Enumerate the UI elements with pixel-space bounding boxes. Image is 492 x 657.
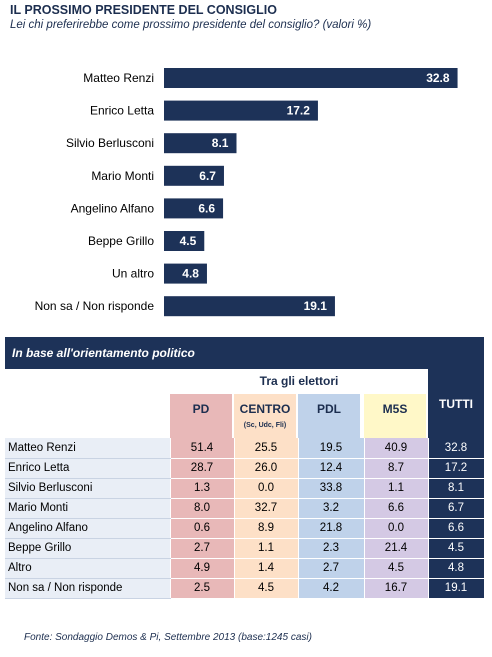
category-label: Beppe Grillo — [88, 234, 154, 248]
cell-m5s: 16.7 — [364, 578, 429, 599]
cell-m5s: 1.1 — [364, 478, 429, 499]
table-row: Enrico Letta 28.7 26.0 12.4 8.7 17.2 — [5, 458, 485, 479]
category-label: Angelino Alfano — [71, 201, 155, 215]
cell-pdl: 19.5 — [298, 438, 365, 459]
data-label: 4.5 — [180, 234, 197, 248]
cell-total: 19.1 — [428, 578, 485, 599]
category-label: Un altro — [112, 267, 154, 281]
table-row: Beppe Grillo 2.7 1.1 2.3 21.4 4.5 — [5, 538, 485, 559]
table-row: Altro 4.9 1.4 2.7 4.5 4.8 — [5, 558, 485, 579]
bar-chart: Matteo Renzi 32.8 Enrico Letta 17.2 Silvio B… — [35, 68, 458, 317]
data-label: 6.6 — [198, 201, 215, 215]
row-label: Mario Monti — [5, 498, 171, 519]
cell-pdl: 12.4 — [298, 458, 365, 479]
row-label: Altro — [5, 558, 171, 579]
cell-m5s: 21.4 — [364, 538, 429, 559]
bar — [164, 68, 458, 88]
orientation-table: Matteo Renzi 51.4 25.5 19.5 40.9 32.8 Enrico L… — [5, 438, 485, 599]
cell-centro: 32.7 — [234, 498, 299, 519]
column-header-m5s: M5S — [364, 394, 426, 438]
bar — [164, 296, 335, 317]
cell-pdl: 21.8 — [298, 518, 365, 539]
group-label: Tra gli elettori — [259, 374, 339, 388]
data-label: 6.7 — [199, 169, 216, 183]
cell-pd: 28.7 — [170, 458, 235, 479]
cell-m5s: 6.6 — [364, 498, 429, 519]
cell-pd: 8.0 — [170, 498, 235, 519]
table-row: Angelino Alfano 0.6 8.9 21.8 0.0 6.6 — [5, 518, 485, 539]
cell-pdl: 3.2 — [298, 498, 365, 519]
cell-centro: 1.1 — [234, 538, 299, 559]
cell-total: 4.8 — [428, 558, 485, 579]
cell-m5s: 0.0 — [364, 518, 429, 539]
column-header-pdl-label: PDL — [317, 402, 341, 416]
bar — [164, 263, 207, 284]
cell-pd: 2.5 — [170, 578, 235, 599]
cell-total: 4.5 — [428, 538, 485, 559]
cell-total: 6.7 — [428, 498, 485, 519]
row-label: Non sa / Non risponde — [5, 578, 171, 599]
category-label: Mario Monti — [91, 169, 154, 183]
row-label: Matteo Renzi — [5, 438, 171, 459]
data-label: 17.2 — [287, 104, 311, 118]
table-row: Non sa / Non risponde 2.5 4.5 4.2 16.7 19.1 — [5, 578, 485, 599]
table-row: Matteo Renzi 51.4 25.5 19.5 40.9 32.8 — [5, 438, 485, 459]
data-label: 8.1 — [212, 136, 229, 150]
cell-pd: 1.3 — [170, 478, 235, 499]
cell-centro: 0.0 — [234, 478, 299, 499]
column-header-centro: CENTRO (Sc, Udc, Fli) — [234, 394, 296, 438]
cell-centro: 4.5 — [234, 578, 299, 599]
cell-pdl: 4.2 — [298, 578, 365, 599]
row-label: Enrico Letta — [5, 458, 171, 479]
cell-pdl: 2.3 — [298, 538, 365, 559]
column-header-pd-label: PD — [192, 402, 210, 416]
data-label: 32.8 — [426, 71, 450, 85]
cell-centro: 25.5 — [234, 438, 299, 459]
cell-centro: 1.4 — [234, 558, 299, 579]
cell-pdl: 2.7 — [298, 558, 365, 579]
category-label: Non sa / Non risponde — [35, 299, 155, 313]
bar — [164, 198, 224, 219]
column-header-centro-sublabel: (Sc, Udc, Fli) — [243, 422, 287, 429]
table-row: Mario Monti 8.0 32.7 3.2 6.6 6.7 — [5, 498, 485, 519]
cell-centro: 8.9 — [234, 518, 299, 539]
cell-m5s: 40.9 — [364, 438, 429, 459]
bar — [164, 133, 237, 154]
bar — [164, 231, 205, 251]
bar — [164, 100, 318, 121]
chart-subtitle: Lei chi preferirebbe come prossimo presi… — [10, 19, 372, 31]
column-header-tutti: TUTTI — [428, 369, 484, 438]
row-label: Beppe Grillo — [5, 538, 171, 559]
cell-m5s: 8.7 — [364, 458, 429, 479]
row-label: Angelino Alfano — [5, 518, 171, 539]
bar — [164, 165, 224, 186]
category-label: Matteo Renzi — [83, 71, 154, 85]
data-label: 4.8 — [182, 267, 199, 281]
column-header-m5s-label: M5S — [382, 402, 408, 416]
cell-centro: 26.0 — [234, 458, 299, 479]
source-footer: Fonte: Sondaggio Demos & Pi, Settembre 2… — [24, 632, 312, 643]
cell-total: 17.2 — [428, 458, 485, 479]
data-label: 19.1 — [304, 299, 328, 313]
column-header-pd: PD — [170, 394, 232, 438]
cell-m5s: 4.5 — [364, 558, 429, 579]
cell-total: 32.8 — [428, 438, 485, 459]
row-label: Silvio Berlusconi — [5, 478, 171, 499]
cell-pd: 4.9 — [170, 558, 235, 579]
cell-pd: 2.7 — [170, 538, 235, 559]
column-header-centro-label: CENTRO — [239, 402, 291, 416]
category-label: Silvio Berlusconi — [66, 136, 154, 150]
table-row: Silvio Berlusconi 1.3 0.0 33.8 1.1 8.1 — [5, 478, 485, 499]
table-section-header: In base all'orientamento politico — [5, 337, 484, 369]
cell-pd: 51.4 — [170, 438, 235, 459]
chart-title: IL PROSSIMO PRESIDENTE DEL CONSIGLIO — [10, 3, 277, 17]
category-label: Enrico Letta — [90, 104, 154, 118]
cell-pd: 0.6 — [170, 518, 235, 539]
cell-pdl: 33.8 — [298, 478, 365, 499]
cell-total: 6.6 — [428, 518, 485, 539]
cell-total: 8.1 — [428, 478, 485, 499]
column-header-pdl: PDL — [298, 394, 360, 438]
